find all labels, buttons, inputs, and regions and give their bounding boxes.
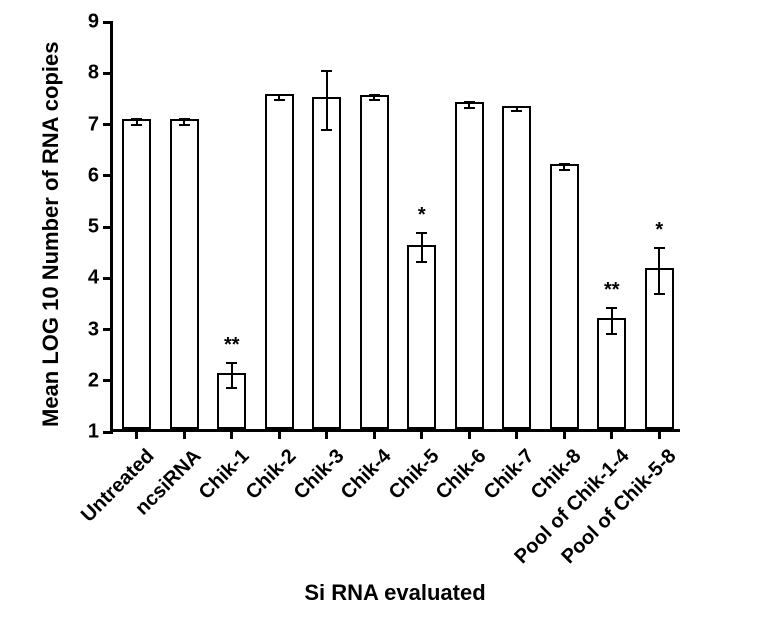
x-tick — [373, 429, 376, 439]
significance-marker: * — [418, 205, 426, 225]
y-tick — [103, 21, 113, 24]
significance-marker: * — [655, 220, 663, 240]
y-tick — [103, 123, 113, 126]
y-tick-label: 3 — [88, 318, 99, 341]
bar — [360, 95, 389, 429]
bar — [265, 94, 294, 429]
error-cap — [606, 307, 617, 309]
error-bar — [611, 308, 613, 334]
x-tick — [230, 429, 233, 439]
y-tick — [103, 174, 113, 177]
y-tick-label: 9 — [88, 11, 99, 34]
x-tick — [658, 429, 661, 439]
error-cap — [654, 247, 665, 249]
y-tick — [103, 277, 113, 280]
error-cap — [226, 362, 237, 364]
y-tick-label: 2 — [88, 369, 99, 392]
error-cap — [131, 118, 142, 120]
error-bar — [231, 363, 233, 389]
bar — [455, 102, 484, 429]
error-cap — [226, 387, 237, 389]
x-axis-title: Si RNA evaluated — [110, 580, 680, 606]
bar — [122, 119, 151, 429]
y-tick-label: 4 — [88, 267, 99, 290]
error-cap — [179, 118, 190, 120]
y-tick-label: 8 — [88, 62, 99, 85]
error-cap — [464, 107, 475, 109]
error-cap — [654, 293, 665, 295]
error-cap — [369, 94, 380, 96]
error-cap — [606, 333, 617, 335]
error-cap — [464, 101, 475, 103]
x-tick — [183, 429, 186, 439]
x-tick — [563, 429, 566, 439]
x-category-label: Chik-3 — [290, 445, 349, 504]
x-category-label: Chik-2 — [242, 445, 301, 504]
x-category-label: Chik-6 — [432, 445, 491, 504]
error-cap — [416, 261, 427, 263]
error-cap — [321, 129, 332, 131]
x-tick — [468, 429, 471, 439]
x-tick — [610, 429, 613, 439]
plot-area: 123456789UntreatedncsiRNAChik-1**Chik-2C… — [110, 22, 680, 432]
bar — [407, 245, 436, 430]
y-tick-label: 6 — [88, 164, 99, 187]
bar — [170, 119, 199, 429]
x-category-label: Chik-7 — [480, 445, 539, 504]
bar — [502, 106, 531, 429]
error-bar — [326, 71, 328, 130]
y-tick-label: 7 — [88, 113, 99, 136]
error-bar — [421, 233, 423, 263]
y-tick-label: 1 — [88, 421, 99, 444]
error-cap — [179, 124, 190, 126]
y-tick-label: 5 — [88, 216, 99, 239]
x-tick — [135, 429, 138, 439]
x-category-label: Chik-1 — [195, 445, 254, 504]
error-cap — [511, 106, 522, 108]
error-cap — [511, 110, 522, 112]
x-tick — [278, 429, 281, 439]
significance-marker: ** — [224, 335, 240, 355]
error-cap — [416, 232, 427, 234]
x-tick — [325, 429, 328, 439]
y-tick — [103, 226, 113, 229]
x-tick — [420, 429, 423, 439]
error-cap — [559, 163, 570, 165]
bar-chart: 123456789UntreatedncsiRNAChik-1**Chik-2C… — [0, 0, 774, 641]
significance-marker: ** — [604, 280, 620, 300]
y-tick — [103, 72, 113, 75]
error-cap — [274, 99, 285, 101]
bar — [312, 97, 341, 429]
error-cap — [321, 70, 332, 72]
error-cap — [559, 169, 570, 171]
error-cap — [274, 94, 285, 96]
error-cap — [369, 99, 380, 101]
error-bar — [658, 248, 660, 294]
y-axis-title: Mean LOG 10 Number of RNA copies — [38, 42, 64, 427]
error-cap — [131, 124, 142, 126]
bar — [550, 164, 579, 429]
y-tick — [103, 431, 113, 434]
x-tick — [515, 429, 518, 439]
x-category-label: Chik-5 — [385, 445, 444, 504]
x-category-label: Chik-4 — [337, 445, 396, 504]
y-tick — [103, 328, 113, 331]
y-tick — [103, 379, 113, 382]
